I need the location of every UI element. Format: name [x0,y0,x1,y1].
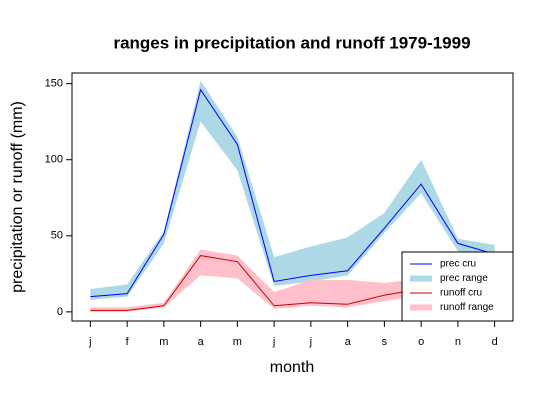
y-tick-label: 150 [45,78,63,90]
legend-label: runoff range [440,302,494,313]
x-tick-label: j [272,336,275,348]
legend-label: prec cru [440,259,476,270]
y-axis-title: precipitation or runoff (mm) [9,101,26,293]
x-axis-title: month [270,359,314,376]
x-tick-label: s [382,336,388,348]
x-tick-label: m [233,336,242,348]
y-tick-label: 50 [51,230,63,242]
chart-title: ranges in precipitation and runoff 1979-… [113,33,470,52]
range-area [90,249,495,312]
legend-label: runoff cru [440,288,482,299]
plot-frame [71,72,514,322]
range-area [90,80,495,300]
x-tick-label: n [455,336,461,348]
y-tick-label: 100 [45,154,63,166]
x-tick-label: j [88,336,91,348]
y-tick-label: 0 [57,306,63,318]
line [90,88,495,298]
legend-label: prec range [440,273,488,284]
x-tick-label: a [345,336,352,348]
x-tick-label: a [198,336,205,348]
x-tick-label: f [126,336,130,348]
x-tick-label: j [309,336,312,348]
x-tick-label: o [418,336,424,348]
x-tick-label: m [159,336,168,348]
x-tick-label: d [492,336,498,348]
